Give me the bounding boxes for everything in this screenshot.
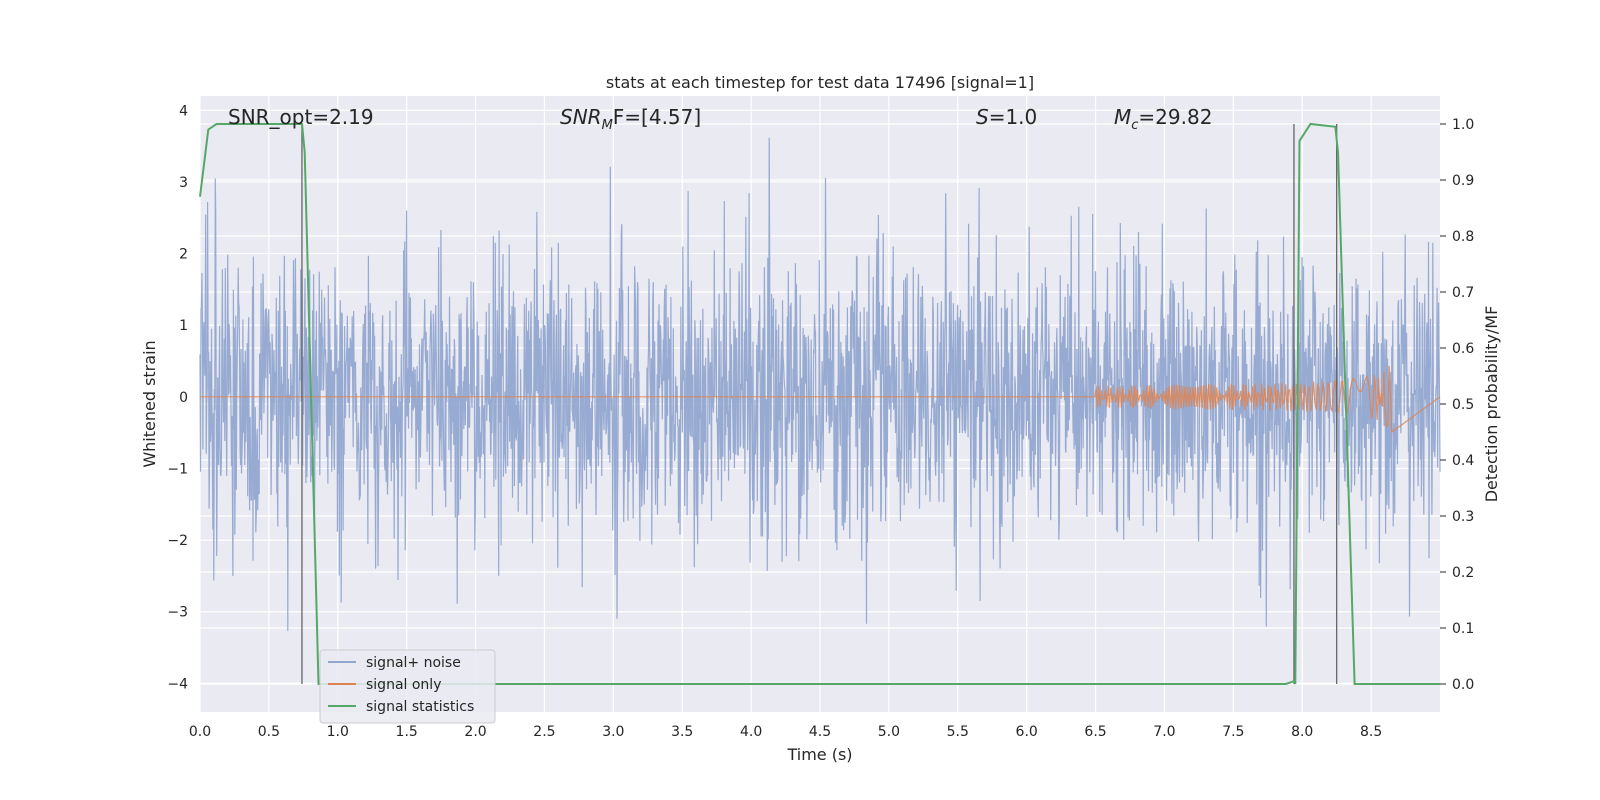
x-tick-label: 7.0 [1153, 724, 1175, 740]
annotation-snr-opt: SNR_opt=2.19 [228, 105, 374, 129]
y2-tick-label: 0.9 [1452, 173, 1474, 189]
y-tick-label: 1 [179, 318, 188, 334]
y2-tick-label: 0.7 [1452, 285, 1474, 301]
x-tick-label: 4.0 [740, 724, 762, 740]
series-signal-noise [199, 137, 1441, 632]
chart-title: stats at each timestep for test data 174… [606, 73, 1034, 92]
annotation-s: S=1.0 [976, 105, 1037, 129]
annotation-mc: Mc=29.82 [1114, 105, 1212, 133]
y-axis-ticks: 4 3 2 1 0 −1 −2 −3 −4 [167, 103, 188, 692]
y2-tick-label: 0.6 [1452, 341, 1474, 357]
x-tick-label: 5.0 [878, 724, 900, 740]
series-signal-only [200, 365, 1441, 434]
x-tick-label: 6.5 [1084, 724, 1106, 740]
legend: signal+ noise signal only signal statist… [319, 649, 496, 724]
signal-line [200, 365, 1441, 434]
y-tick-label: −4 [167, 676, 188, 692]
annotation-s-rest: =1.0 [989, 105, 1038, 129]
annotation-mc-sub: c [1131, 118, 1138, 133]
legend-box [319, 649, 496, 724]
x-tick-label: 3.0 [602, 724, 624, 740]
annotation-snr-mf-rest: F=[4.57] [613, 105, 701, 129]
annotation-mc-rest: =29.82 [1138, 105, 1212, 129]
y-tick-label: −1 [167, 461, 188, 477]
x-tick-label: 7.5 [1222, 724, 1244, 740]
y2-tick-label: 0.2 [1452, 565, 1474, 581]
x-tick-label: 4.5 [809, 724, 831, 740]
y2-tick-label: 0.4 [1452, 453, 1474, 469]
vertical-markers [301, 124, 1338, 684]
y-tick-label: 2 [179, 247, 188, 263]
x-tick-label: 0.5 [258, 724, 280, 740]
y2-tick-label: 0.0 [1452, 677, 1474, 693]
y2-tick-label: 0.1 [1452, 621, 1474, 637]
y2-tick-label: 0.3 [1452, 509, 1474, 525]
x-axis-ticks: 0.0 0.5 1.0 1.5 2.0 2.5 3.0 3.5 4.0 4.5 5.0 5.5 6.0 6… [189, 724, 1382, 740]
x-tick-label: 2.5 [533, 724, 555, 740]
x-tick-label: 0.0 [189, 724, 211, 740]
x-tick-label: 3.5 [671, 724, 693, 740]
y-axis-label: Whitened strain [140, 340, 159, 467]
legend-label-signal: signal only [366, 677, 441, 693]
y2-tick-label: 1.0 [1452, 117, 1474, 133]
y-tick-label: −2 [167, 533, 188, 549]
x-tick-label: 8.5 [1360, 724, 1382, 740]
y2-tick-label: 0.8 [1452, 229, 1474, 245]
annotation-snr-mf: SNRMF=[4.57] [560, 105, 701, 133]
y-tick-label: 3 [179, 175, 188, 191]
legend-label-noise: signal+ noise [366, 655, 461, 671]
statistics-line [199, 122, 1440, 685]
x-tick-label: 6.0 [1016, 724, 1038, 740]
x-tick-label: 1.0 [327, 724, 349, 740]
annotation-snr-mf-main: SNR [560, 105, 602, 129]
y-tick-label: 4 [179, 103, 188, 119]
x-tick-label: 5.5 [947, 724, 969, 740]
annotation-snr-mf-sub: M [602, 118, 613, 133]
y2-tick-label: 0.5 [1452, 397, 1474, 413]
annotation-s-var: S [976, 105, 989, 129]
x-tick-label: 2.0 [464, 724, 486, 740]
annotation-mc-var: M [1114, 105, 1131, 129]
legend-label-stats: signal statistics [366, 699, 474, 715]
y-tick-label: 0 [179, 390, 188, 406]
x-tick-label: 1.5 [396, 724, 418, 740]
y2-axis-ticks: 1.0 0.9 0.8 0.7 0.6 0.5 0.4 0.3 0.2 0.1 0.0 [1440, 117, 1474, 693]
noise-line [199, 137, 1441, 632]
y2-axis-label: Detection probability/MF [1482, 306, 1501, 503]
x-axis-label: Time (s) [786, 745, 852, 764]
series-signal-statistics [199, 122, 1440, 685]
y-tick-label: −3 [167, 605, 188, 621]
x-tick-label: 8.0 [1291, 724, 1313, 740]
